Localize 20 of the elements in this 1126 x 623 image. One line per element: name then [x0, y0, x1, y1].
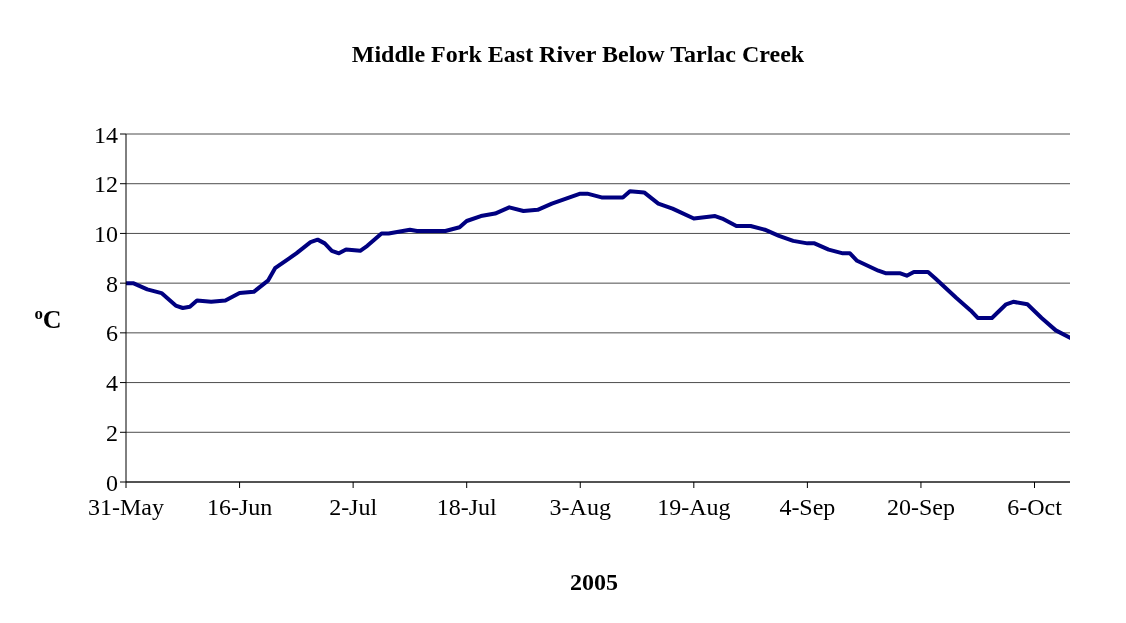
x-axis-title: 2005 — [570, 569, 618, 595]
x-tick-label: 20-Sep — [886, 494, 955, 521]
y-tick-label: 8 — [106, 270, 118, 297]
y-tick-label: 2 — [106, 419, 118, 446]
y-axis-title: $^{o}$C — [34, 303, 62, 334]
y-tick-label: 6 — [106, 320, 118, 347]
y-tick-label: 14 — [94, 121, 118, 148]
x-tick-label: 3-Aug — [549, 494, 611, 521]
y-tick-label: 4 — [106, 370, 118, 397]
x-tick-label: 4-Sep — [779, 494, 836, 521]
x-tick-label: 18-Jul — [436, 494, 498, 521]
x-tick-label: 2-Jul — [329, 494, 378, 521]
y-tick-label: 10 — [94, 220, 118, 247]
y-tick-label: 12 — [94, 171, 118, 198]
y-tick-label: 0 — [106, 469, 118, 496]
chart-title: Middle Fork East River Below Tarlac Creek — [350, 41, 806, 68]
x-tick-label: 19-Aug — [657, 494, 731, 521]
x-tick-label: 6-Oct — [1007, 494, 1063, 521]
x-tick-label: 31-May — [88, 494, 164, 521]
x-tick-label: 16-Jun — [206, 494, 273, 521]
